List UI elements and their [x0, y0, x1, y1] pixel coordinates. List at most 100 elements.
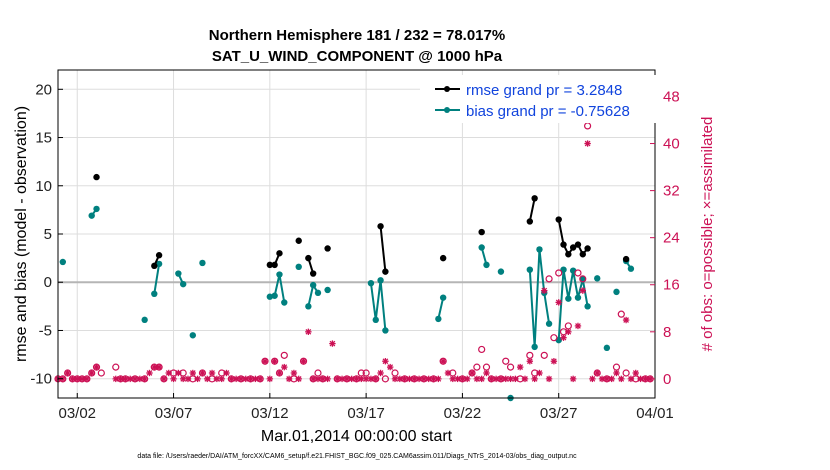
bias-point	[483, 261, 490, 269]
bias-point	[594, 275, 601, 282]
bias-point	[603, 344, 611, 352]
y-axis-label: rmse and bias (model - observation)	[13, 106, 30, 362]
bias-point	[560, 266, 567, 273]
obs-possible-point	[506, 363, 515, 371]
obs-assimilated-point	[468, 369, 476, 377]
obs-assimilated-point	[261, 358, 269, 365]
rmse-point	[295, 237, 302, 244]
x-tick-label: 03/07	[155, 405, 193, 422]
obs-assimilated-point	[208, 369, 216, 377]
obs-assimilated-point	[550, 358, 558, 365]
obs-assimilated-point	[64, 369, 71, 377]
obs-assimilated-point	[497, 375, 505, 383]
obs-assimilated-point	[632, 369, 639, 377]
legend-rmse-label: rmse grand pr = 3.2848	[466, 82, 622, 99]
obs-assimilated-point	[464, 375, 471, 383]
bias-point	[155, 260, 163, 268]
obs-assimilated-point	[430, 375, 437, 383]
legend-bias-label: bias grand pr = -0.75628	[466, 103, 630, 120]
obs-assimilated-point	[483, 369, 490, 377]
obs-assimilated-point	[160, 375, 168, 383]
bias-point	[377, 277, 384, 284]
rmse-line	[528, 198, 536, 222]
bias-point	[439, 294, 447, 301]
obs-possible-point	[478, 345, 486, 354]
obs-assimilated-point	[516, 363, 524, 371]
obs-assimilated-point	[189, 369, 197, 377]
obs-possible-point	[473, 363, 481, 371]
bias-line	[153, 263, 161, 294]
bias-point	[565, 295, 572, 302]
rmse-point	[93, 173, 100, 181]
rmse-point	[555, 216, 562, 223]
obs-assimilated-point	[175, 369, 182, 377]
obs-assimilated-point	[271, 358, 278, 365]
obs-possible-point	[574, 269, 582, 277]
obs-assimilated-point	[545, 375, 553, 383]
obs-assimilated-point	[377, 369, 384, 377]
rmse-point	[151, 262, 158, 270]
bias-point	[276, 271, 283, 278]
x-tick-label: 03/02	[58, 405, 96, 422]
rmse-point	[569, 244, 577, 251]
obs-possible-point	[555, 269, 563, 277]
obs-possible-point	[314, 369, 322, 377]
bias-point	[151, 290, 158, 298]
legend-rmse-marker	[444, 86, 450, 92]
obs-assimilated-point	[589, 375, 596, 383]
obs-assimilated-point	[194, 375, 201, 383]
obs-assimilated-point	[555, 299, 562, 306]
bias-point	[175, 270, 182, 277]
obs-possible-point	[564, 322, 572, 330]
obs-assimilated-point	[237, 375, 245, 383]
obs-assimilated-point	[305, 328, 312, 336]
obs-assimilated-point	[295, 375, 302, 383]
bias-point	[281, 299, 288, 306]
obs-assimilated-point	[353, 375, 360, 383]
obs-assimilated-point	[290, 369, 298, 377]
bias-point	[141, 316, 148, 324]
obs-assimilated-point	[228, 375, 235, 383]
rmse-point	[574, 241, 582, 248]
x-axis-label: Mar.01,2014 00:00:00 start	[261, 428, 453, 445]
obs-possible-point	[280, 351, 288, 359]
obs-assimilated-point	[309, 375, 317, 383]
obs-assimilated-point	[257, 375, 264, 383]
rmse-point	[377, 223, 384, 230]
obs-assimilated-point	[622, 316, 630, 324]
bias-point	[574, 294, 582, 301]
obs-assimilated-point	[444, 369, 452, 377]
obs-possible-point	[545, 275, 553, 283]
y-tick-label: 0	[44, 274, 52, 291]
bias-point	[478, 244, 485, 251]
rmse-point	[155, 252, 163, 259]
obs-possible-point	[526, 351, 534, 359]
bias-point	[372, 316, 379, 324]
obs-possible-point	[583, 122, 592, 130]
bias-point	[189, 332, 197, 339]
x-tick-label: 03/12	[251, 405, 289, 422]
obs-possible-point	[540, 351, 548, 359]
y-right-tick-label: 40	[663, 136, 680, 153]
obs-possible-point	[381, 375, 389, 383]
obs-assimilated-point	[165, 369, 172, 377]
obs-assimilated-point	[420, 375, 428, 383]
obs-assimilated-point	[618, 375, 625, 383]
obs-assimilated-point	[531, 375, 538, 383]
rmse-point	[276, 250, 283, 257]
obs-assimilated-point	[565, 328, 572, 336]
rmse-point	[382, 268, 389, 275]
bias-point	[179, 280, 187, 288]
obs-assimilated-point	[141, 375, 148, 383]
footer-data-file: data file: /Users/raeder/DAI/ATM_forcXX/…	[137, 453, 577, 460]
obs-possible-point	[617, 310, 625, 318]
obs-assimilated-point	[69, 375, 76, 383]
obs-assimilated-point	[541, 287, 548, 294]
bias-line	[437, 297, 445, 320]
obs-assimilated-point	[382, 358, 389, 365]
obs-assimilated-point	[199, 369, 206, 377]
rmse-point	[305, 254, 312, 262]
y-tick-label: -10	[30, 371, 52, 388]
bias-point	[199, 259, 206, 267]
